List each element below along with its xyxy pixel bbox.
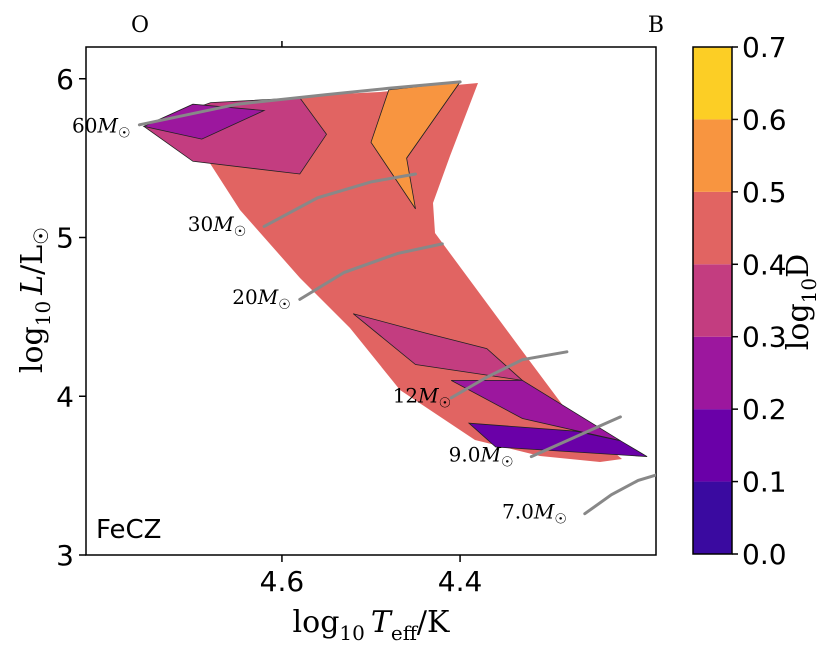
- colorbar-tick-label-0.1: 0.1: [742, 466, 787, 499]
- colorbar-swatch-0.6: [693, 47, 732, 120]
- x-tick-label-4.4: 4.4: [438, 565, 483, 598]
- track-20msun: [298, 242, 444, 301]
- track-label-20: 20M☉: [232, 285, 291, 313]
- colorbar-tick-label-0.6: 0.6: [742, 103, 787, 136]
- colorbar-swatch-0.3: [693, 264, 732, 337]
- track-7.0msun: [583, 473, 656, 516]
- colorbar-tick-label-0.4: 0.4: [742, 248, 787, 281]
- colorbar-swatch-0.5: [693, 119, 732, 192]
- track-12msun: [449, 350, 569, 400]
- colorbar-frame: [692, 46, 733, 555]
- contour-region-0.2-0.3: [142, 103, 266, 140]
- colorbar-tick-label-0.5: 0.5: [742, 176, 787, 209]
- y-tick-label-3: 3: [56, 539, 74, 572]
- colorbar-swatch-0: [693, 481, 732, 554]
- y-tick-label-5: 5: [56, 222, 74, 255]
- top-label-O: O: [131, 13, 149, 38]
- contour-overlays: [142, 81, 648, 457]
- track-9.0msun: [529, 415, 622, 459]
- track-label-9.0: 9.0M☉: [449, 442, 514, 470]
- colorbar-swatch-0.1: [693, 409, 732, 482]
- contour-band-0.4-0.5: [186, 83, 622, 462]
- colorbar-title: log10D: [781, 254, 821, 350]
- track-label-7.0: 7.0M☉: [502, 500, 567, 528]
- track-30msun: [262, 172, 417, 228]
- x-tick-label-4.6: 4.6: [260, 565, 305, 598]
- track-label-12: 12M☉: [393, 384, 452, 412]
- y-axis-title: log10L/L☉: [15, 227, 55, 373]
- colorbar-tick-label-0.3: 0.3: [742, 321, 787, 354]
- top-label-B: B: [648, 13, 664, 38]
- colorbar: 0.0 0.1 0.2 0.3 0.4 0.5 0.6 0.7: [692, 31, 787, 571]
- colorbar-swatch-0.4: [693, 191, 732, 265]
- evolutionary-tracks: [137, 80, 656, 516]
- track-label-30: 30M☉: [188, 212, 246, 240]
- x-axis-title: log10 Teff/K: [293, 605, 450, 645]
- contour-regions: [186, 83, 622, 462]
- track-label-60: 60M☉: [72, 114, 131, 142]
- y-axis: 3 4 5 6: [56, 63, 86, 572]
- y-tick-label-6: 6: [56, 63, 74, 96]
- colorbar-tick-label-0.0: 0.0: [742, 538, 787, 571]
- x-axis: 4.6 4.4: [260, 555, 483, 598]
- track-60msun: [137, 80, 462, 127]
- panel-label: FeCZ: [96, 515, 162, 545]
- colorbar-tick-label-0.2: 0.2: [742, 393, 787, 426]
- track-labels: 60M☉ 30M☉ 20M☉ 12M☉ 9.0M☉ 7.0M☉: [72, 114, 567, 528]
- contour-region-0.1-0.2: [467, 422, 648, 457]
- contour-region-0.3-0.4: [352, 313, 524, 381]
- colorbar-tick-label-0.7: 0.7: [742, 31, 787, 64]
- colorbar-swatch-0.2: [693, 336, 732, 410]
- y-tick-label-4: 4: [56, 380, 74, 413]
